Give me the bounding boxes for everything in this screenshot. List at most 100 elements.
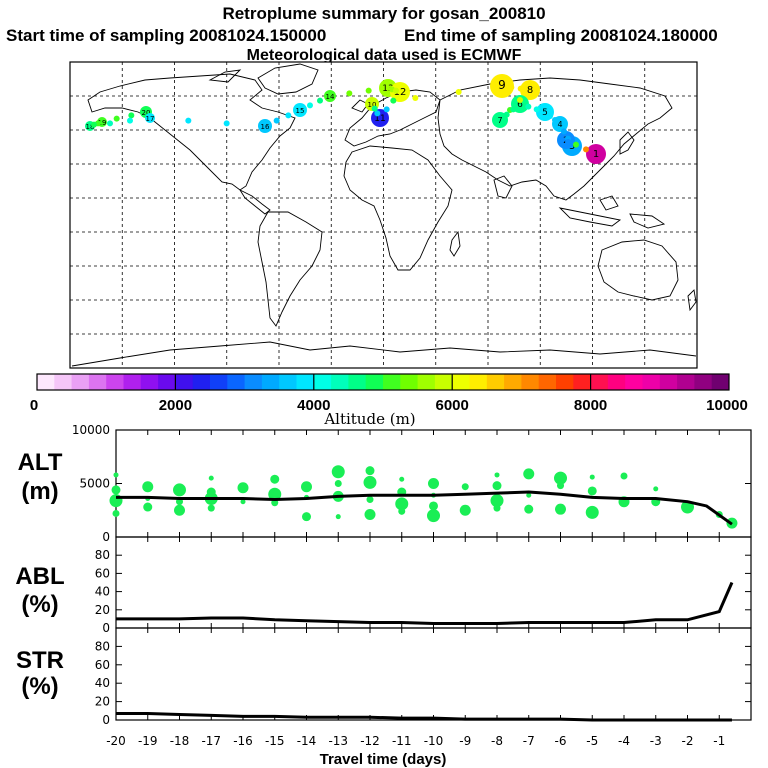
x-tick-label: -10 (424, 734, 444, 748)
colorbar-swatch (469, 374, 488, 390)
plume-trail-marker (374, 110, 381, 117)
plume-trail-marker (517, 97, 523, 103)
colorbar-swatch (434, 374, 453, 390)
y-tick-label: 80 (95, 639, 110, 653)
scatter-point (589, 474, 595, 480)
x-tick-label: -11 (392, 734, 412, 748)
x-tick-label: -20 (106, 734, 126, 748)
plume-trail-marker (583, 146, 589, 153)
colorbar-frame (36, 373, 730, 391)
scatter-point (331, 465, 345, 479)
colorbar-swatch (504, 374, 522, 390)
colorbar-swatch (642, 374, 661, 390)
colorbar-label: Altitude (m) (323, 410, 415, 428)
colorbar-swatch (417, 374, 436, 390)
scatter-point (365, 466, 375, 476)
time-series-panels: ALT(m)1000050000ABL(%)806040200STR(%)806… (15, 423, 752, 748)
plume-marker (490, 74, 514, 98)
scatter-point (555, 503, 566, 515)
y-tick-label: 60 (95, 658, 110, 672)
plume-trail-marker (346, 90, 353, 97)
scatter-point (364, 509, 376, 521)
x-tick-label: -2 (682, 734, 694, 748)
x-tick-label: -18 (170, 734, 190, 748)
plume-trail-marker (91, 121, 97, 128)
plume-trail-marker (371, 105, 378, 112)
plume-marker (145, 113, 155, 123)
colorbar-swatch (106, 374, 124, 390)
colorbar-swatch (383, 374, 401, 390)
colorbar-swatch (521, 374, 540, 390)
y-tick-label: 40 (95, 585, 110, 599)
plume-trail-marker (113, 115, 120, 122)
colorbar-swatch (123, 374, 142, 390)
y-tick-label: 20 (95, 603, 110, 617)
y-tick-label: 0 (102, 713, 110, 727)
scatter-point (494, 472, 500, 478)
scatter-point (271, 499, 279, 507)
coastlines (71, 63, 697, 367)
scatter-point (554, 471, 567, 485)
scatter-point (493, 504, 501, 512)
scatter-point (524, 504, 534, 514)
scatter-point (653, 486, 659, 492)
colorbar-swatch (71, 374, 90, 390)
plume-day-label: 16 (261, 123, 270, 131)
plume-day-label: 20 (142, 109, 151, 117)
plume-day-label: 7 (497, 116, 502, 125)
plume-trail-marker (365, 87, 372, 94)
scatter-point (557, 482, 564, 490)
plume-marker (390, 82, 410, 102)
scatter-point (112, 509, 120, 517)
scatter-point (270, 474, 280, 484)
scatter-point (427, 509, 440, 523)
plume-trail-marker (561, 128, 567, 135)
x-tick-label: -13 (328, 734, 348, 748)
x-tick-label: -3 (650, 734, 662, 748)
scatter-point (302, 512, 311, 522)
scatter-point (461, 483, 469, 491)
scatter-point (208, 475, 214, 481)
plume-trail-marker (185, 117, 192, 124)
scatter-point (459, 504, 471, 516)
plume-trail-marker (390, 97, 397, 104)
met-data-label: Meteorological data used is ECMWF (246, 47, 522, 64)
scatter-point (143, 502, 153, 512)
colorbar-swatch (400, 374, 418, 390)
y-tick-label: 0 (102, 530, 110, 544)
colorbar-swatch (607, 374, 626, 390)
x-tick-label: -9 (459, 734, 471, 748)
scatter-point (174, 504, 185, 516)
start-time: Start time of sampling 20081024.150000 (6, 26, 327, 45)
scatter-point (428, 478, 439, 489)
scatter-point (334, 480, 342, 487)
colorbar-swatch (556, 374, 574, 390)
series-line (116, 581, 734, 625)
plume-trail-marker (552, 117, 558, 123)
plume-day-label: 8 (527, 85, 533, 96)
plume-trail-marker (547, 113, 553, 119)
plume-day-label: 11 (374, 114, 385, 124)
colorbar-swatch (210, 374, 228, 390)
scatter-point (523, 468, 535, 480)
y-tick-label: 20 (95, 695, 110, 709)
plume-day-label: 17 (146, 115, 155, 123)
x-axis-label: Travel time (days) (320, 751, 447, 768)
colorbar-swatch (192, 374, 211, 390)
x-tick-label: -1 (713, 734, 725, 748)
panel-alt: ALT(m) 10000 5000 0 (18, 423, 752, 544)
scatter-point (585, 505, 599, 519)
x-tick-label: -8 (491, 734, 503, 748)
panel-label: ABL (15, 563, 64, 590)
plume-trail-marker (525, 103, 532, 110)
scatter-point (620, 472, 628, 480)
mean-altitude-line (116, 490, 733, 526)
y-tick-label: 5000 (79, 477, 110, 491)
colorbar-swatch (573, 374, 591, 390)
scatter-point (366, 496, 374, 504)
colorbar-swatch (590, 374, 609, 390)
colorbar-swatch (452, 374, 470, 390)
scatter-point (207, 504, 215, 512)
colorbar-tick-label: 8000 (574, 397, 607, 414)
plume-trail-marker (510, 106, 517, 113)
